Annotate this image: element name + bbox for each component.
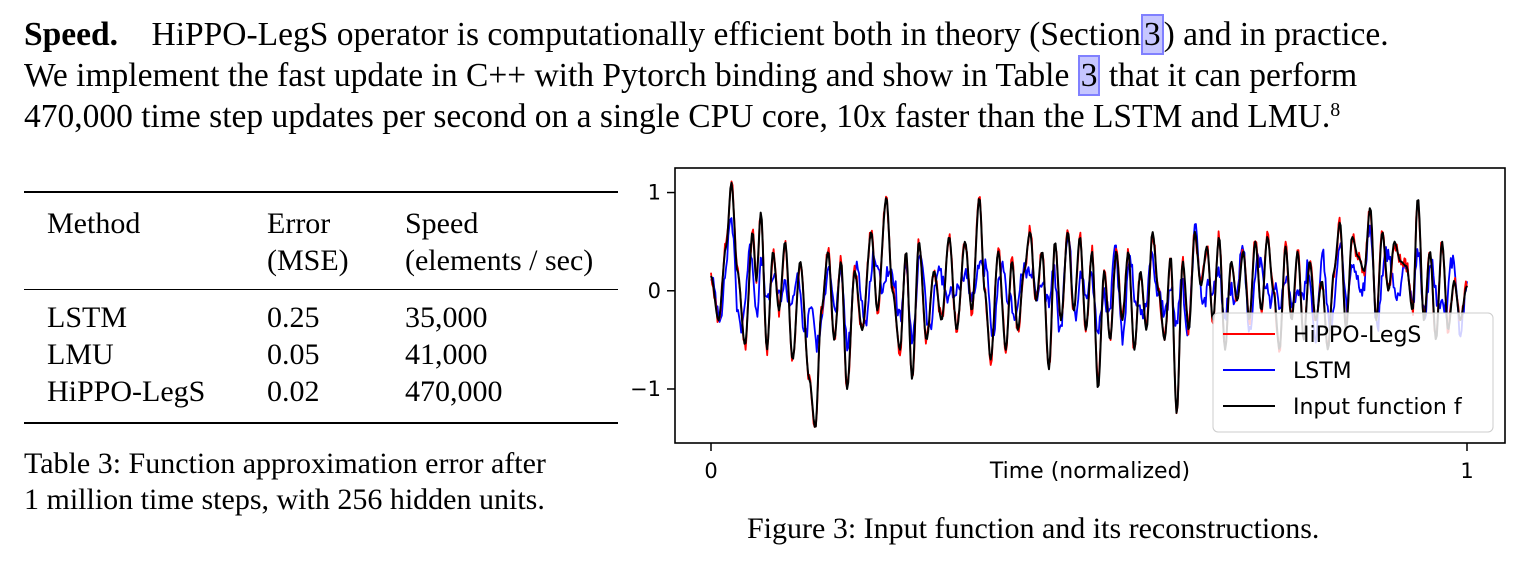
cell-speed: 470,000 [405, 375, 503, 408]
cell-method: HiPPO-LegS [47, 375, 206, 408]
cell-method: LSTM [47, 301, 128, 334]
paragraph-heading: Speed. [24, 16, 119, 53]
header-error: Error (MSE) [267, 207, 349, 277]
section-ref-link[interactable]: 3 [1140, 14, 1164, 55]
table-ref-link[interactable]: 3 [1077, 55, 1101, 96]
legend: HiPPO-LegS LSTM Input function f [1212, 312, 1494, 433]
cell-error: 0.02 [267, 375, 320, 408]
footnote-marker[interactable]: 8 [1330, 99, 1341, 121]
legend-label: HiPPO-LegS [1293, 323, 1421, 348]
cell-speed: 35,000 [405, 301, 488, 334]
table-caption: Table 3: Function approximation error af… [24, 447, 546, 516]
table-header: Method Error (MSE) Speed (elements / sec) [24, 193, 618, 289]
x-axis-label: Time (normalized) [989, 459, 1190, 484]
legend-label: LSTM [1293, 359, 1352, 384]
cell-speed: 41,000 [405, 338, 488, 371]
header-speed: Speed (elements / sec) [405, 207, 594, 277]
paragraph-line-3: 470,000 time step updates per second on … [24, 96, 1524, 137]
table-row: LMU 0.05 41,000 [24, 336, 618, 373]
header-method: Method [47, 207, 141, 240]
table-top-rule [24, 191, 618, 193]
y-tick-label: 0 [648, 279, 661, 303]
x-tick-label: 0 [704, 459, 717, 483]
cell-method: LMU [47, 338, 114, 371]
series-line-input-function-f [710, 181, 1468, 428]
legend-label: Input function f [1293, 395, 1463, 420]
results-table: Method Error (MSE) Speed (elements / sec) … [24, 191, 618, 424]
cell-error: 0.25 [267, 301, 320, 334]
paragraph-text-4: that it can perform [1108, 57, 1358, 94]
speed-paragraph: Speed. HiPPO-LegS operator is computatio… [24, 14, 1524, 137]
y-tick-label: 1 [648, 181, 661, 205]
table-bottom-rule [24, 422, 618, 424]
table-row: HiPPO-LegS 0.02 470,000 [24, 373, 618, 422]
x-tick-label: 1 [1460, 459, 1473, 483]
paragraph-line-1: Speed. HiPPO-LegS operator is computatio… [24, 14, 1524, 55]
table-row: LSTM 0.25 35,000 [24, 290, 618, 336]
paragraph-line-2: We implement the fast update in C++ with… [24, 55, 1524, 96]
paragraph-text-1: HiPPO-LegS operator is computationally e… [151, 16, 1141, 53]
paragraph-text-3: We implement the fast update in C++ with… [24, 57, 1070, 94]
paragraph-text-5: 470,000 time step updates per second on … [24, 98, 1331, 135]
legend-box [1212, 312, 1494, 433]
table-mid-rule [24, 289, 618, 290]
paragraph-text-2: ) and in practice. [1163, 16, 1389, 53]
table-body: LSTM 0.25 35,000 LMU 0.05 41,000 HiPPO-L… [24, 290, 618, 422]
reconstruction-plot: 1 0 −1 0 1 Time (normalized) HiPPO-LegS LSTM I… [630, 167, 1506, 484]
figure-caption: Figure 3: Input function and its reconst… [747, 512, 1320, 545]
y-tick-label: −1 [630, 377, 661, 401]
plot-frame [674, 167, 1506, 444]
cell-error: 0.05 [267, 338, 320, 371]
